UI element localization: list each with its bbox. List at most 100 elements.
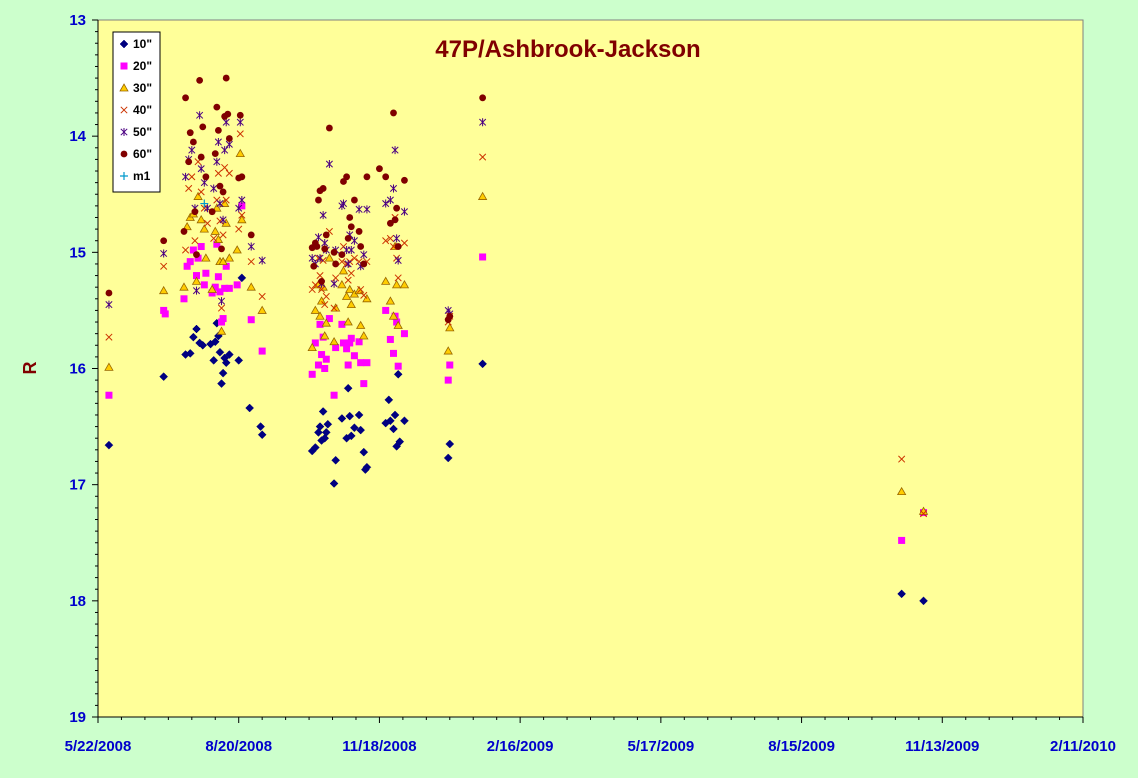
data-point bbox=[319, 256, 327, 265]
data-point bbox=[105, 391, 113, 399]
data-point bbox=[235, 148, 245, 157]
data-point bbox=[225, 135, 233, 142]
data-point bbox=[339, 199, 348, 208]
x-tick-label: 11/13/2009 bbox=[905, 738, 979, 755]
data-point bbox=[382, 173, 390, 181]
data-point bbox=[386, 335, 394, 343]
data-point bbox=[196, 215, 206, 224]
data-point bbox=[479, 253, 487, 261]
legend-box bbox=[112, 31, 161, 193]
data-point bbox=[186, 129, 194, 137]
data-point bbox=[224, 110, 232, 118]
data-point bbox=[350, 236, 358, 245]
data-point bbox=[213, 103, 221, 111]
data-point bbox=[330, 304, 338, 312]
data-point bbox=[344, 259, 352, 268]
data-point bbox=[385, 296, 396, 305]
data-point bbox=[160, 249, 168, 258]
data-point bbox=[201, 253, 211, 262]
y-tick-label: 19 bbox=[69, 709, 86, 726]
x-tick-label: 8/20/2008 bbox=[205, 738, 272, 755]
data-point bbox=[395, 437, 405, 447]
plot-area bbox=[97, 19, 1084, 718]
data-point bbox=[218, 368, 228, 378]
data-point bbox=[213, 157, 221, 166]
data-point bbox=[219, 188, 227, 196]
data-point bbox=[188, 173, 196, 181]
data-point bbox=[330, 248, 338, 256]
data-point bbox=[445, 439, 455, 449]
data-point bbox=[332, 344, 340, 352]
legend-label: 40" bbox=[133, 103, 152, 117]
data-point bbox=[182, 94, 189, 102]
data-point bbox=[183, 262, 191, 270]
data-point bbox=[382, 306, 390, 314]
data-point bbox=[382, 199, 390, 208]
data-point bbox=[222, 196, 230, 204]
data-point bbox=[238, 196, 246, 205]
data-point bbox=[386, 234, 394, 242]
data-point bbox=[343, 173, 350, 181]
data-point bbox=[384, 395, 394, 405]
data-point bbox=[180, 295, 188, 303]
data-point bbox=[247, 316, 255, 324]
data-point bbox=[316, 254, 324, 263]
data-point bbox=[350, 423, 359, 433]
data-point bbox=[247, 242, 255, 251]
data-point bbox=[210, 337, 220, 347]
data-point bbox=[338, 320, 346, 328]
y-tick-label: 16 bbox=[69, 361, 86, 378]
data-point bbox=[217, 297, 226, 306]
data-point bbox=[314, 233, 323, 242]
data-point bbox=[247, 258, 255, 266]
data-point bbox=[898, 536, 906, 544]
data-point bbox=[214, 273, 222, 281]
data-point bbox=[443, 453, 453, 463]
legend: 10" 20" 30" 40" 50" 60" m1 bbox=[112, 31, 161, 193]
data-point bbox=[341, 291, 352, 300]
data-point bbox=[214, 137, 222, 146]
data-point bbox=[350, 254, 358, 262]
data-point bbox=[219, 231, 227, 239]
series-layer bbox=[104, 74, 929, 606]
data-point bbox=[338, 266, 349, 275]
data-point bbox=[189, 246, 197, 254]
data-point bbox=[197, 243, 205, 251]
data-point bbox=[256, 422, 265, 431]
data-point bbox=[896, 486, 907, 496]
data-point bbox=[315, 422, 325, 431]
data-point bbox=[389, 424, 398, 434]
data-point bbox=[233, 281, 241, 289]
data-point bbox=[360, 291, 368, 299]
data-point bbox=[225, 169, 233, 177]
data-point bbox=[391, 280, 402, 289]
data-point bbox=[325, 315, 333, 323]
data-point bbox=[391, 216, 399, 224]
data-point bbox=[393, 318, 401, 326]
data-point bbox=[380, 276, 391, 285]
data-point bbox=[346, 431, 356, 441]
data-point bbox=[192, 324, 201, 334]
data-point bbox=[343, 383, 353, 393]
y-tick-label: 18 bbox=[69, 593, 86, 610]
data-point bbox=[347, 246, 355, 255]
data-point bbox=[355, 320, 366, 329]
data-point bbox=[322, 355, 330, 363]
data-point bbox=[200, 204, 208, 212]
legend-marker bbox=[120, 128, 128, 136]
data-point bbox=[356, 425, 366, 435]
data-point bbox=[321, 301, 329, 309]
data-point bbox=[257, 305, 267, 314]
legend-label: 20" bbox=[133, 59, 152, 73]
data-point bbox=[477, 191, 488, 200]
data-point bbox=[192, 286, 201, 295]
data-point bbox=[232, 245, 242, 254]
data-point bbox=[393, 234, 401, 243]
data-point bbox=[216, 288, 224, 296]
data-point bbox=[355, 205, 363, 214]
data-point bbox=[180, 228, 188, 235]
data-point bbox=[357, 243, 365, 250]
data-point bbox=[479, 94, 487, 102]
data-point bbox=[235, 204, 243, 213]
data-point bbox=[360, 260, 368, 268]
